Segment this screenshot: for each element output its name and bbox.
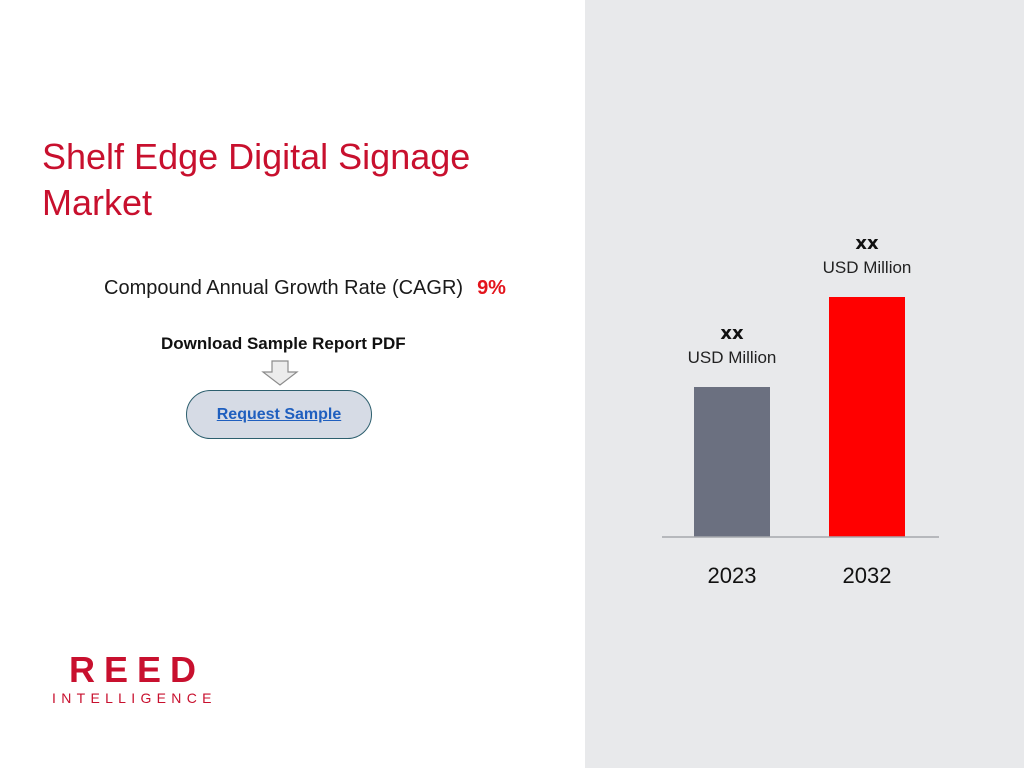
cagr-value: 9% — [477, 277, 506, 299]
right-panel — [585, 0, 1024, 768]
unit-label-2032: USD Million — [823, 258, 912, 277]
cagr-label: Compound Annual Growth Rate (CAGR) — [104, 277, 464, 299]
x-tick-label-2023: 2023 — [708, 563, 757, 588]
unit-label-2023: USD Million — [688, 348, 777, 367]
x-tick-label-2032: 2032 — [843, 563, 892, 588]
bar-2032 — [829, 297, 905, 537]
logo-sub-text: INTELLIGENCE — [52, 690, 217, 706]
reed-intelligence-logo: REED INTELLIGENCE — [52, 652, 222, 708]
request-sample-button[interactable]: Request Sample — [186, 390, 372, 439]
page-title: Shelf Edge Digital Signage Market — [42, 136, 471, 223]
value-label-2032: xx — [855, 233, 879, 254]
down-arrow-icon — [261, 360, 299, 386]
download-label: Download Sample Report PDF — [161, 334, 406, 353]
bar-2023 — [694, 387, 770, 537]
bar-chart-svg: xx USD Million 2023 xx USD Million 2032 — [662, 233, 939, 588]
bar-chart: xx USD Million 2023 xx USD Million 2032 — [585, 0, 1024, 768]
value-label-2023: xx — [720, 323, 744, 344]
logo-main-text: REED — [69, 649, 206, 690]
cagr-row: Compound Annual Growth Rate (CAGR) 9% — [104, 277, 506, 300]
